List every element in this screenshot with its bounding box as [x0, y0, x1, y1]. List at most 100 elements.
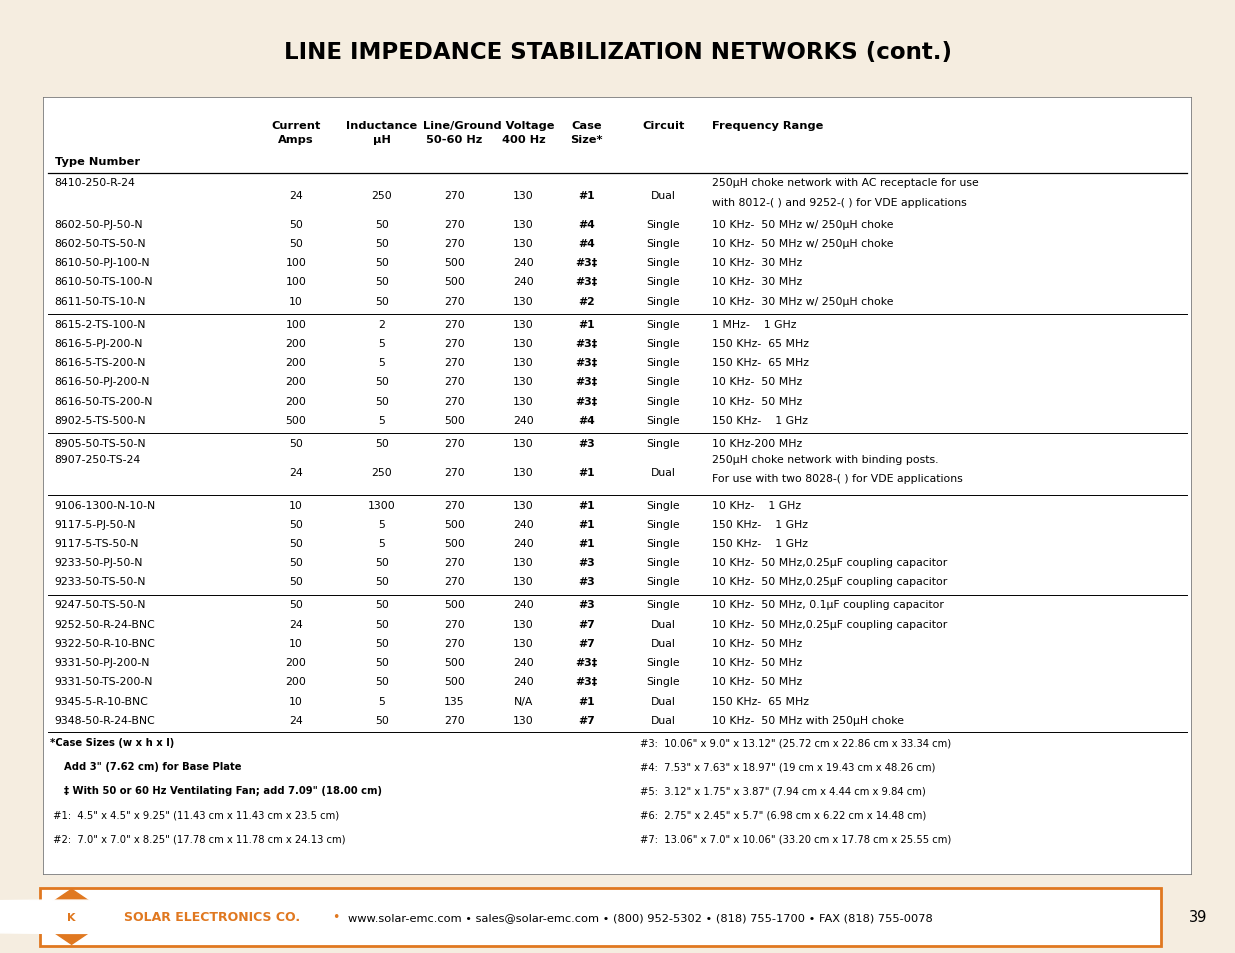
Text: Single: Single — [647, 239, 680, 249]
Text: 200: 200 — [285, 396, 306, 406]
Text: 24: 24 — [289, 619, 303, 629]
Text: 130: 130 — [513, 558, 534, 568]
Text: 24: 24 — [289, 191, 303, 201]
Text: Dual: Dual — [651, 696, 676, 706]
Text: #1:  4.5" x 4.5" x 9.25" (11.43 cm x 11.43 cm x 23.5 cm): #1: 4.5" x 4.5" x 9.25" (11.43 cm x 11.4… — [51, 810, 340, 820]
Text: Single: Single — [647, 519, 680, 529]
Text: 130: 130 — [513, 577, 534, 587]
Text: 130: 130 — [513, 467, 534, 477]
Text: 50: 50 — [375, 658, 389, 667]
Text: 100: 100 — [285, 277, 306, 287]
Text: 50: 50 — [375, 296, 389, 306]
Text: 8615-2-TS-100-N: 8615-2-TS-100-N — [54, 319, 146, 330]
Text: 130: 130 — [513, 296, 534, 306]
Text: 150 KHz-    1 GHz: 150 KHz- 1 GHz — [711, 538, 808, 548]
Text: #3‡: #3‡ — [576, 338, 598, 349]
Text: 50: 50 — [289, 519, 303, 529]
Text: Single: Single — [647, 558, 680, 568]
Text: 9117-5-TS-50-N: 9117-5-TS-50-N — [54, 538, 140, 548]
Text: 10 KHz-  50 MHz w/ 250μH choke: 10 KHz- 50 MHz w/ 250μH choke — [711, 219, 893, 230]
Text: 500: 500 — [443, 258, 464, 268]
Text: 5: 5 — [379, 519, 385, 529]
Text: 5: 5 — [379, 338, 385, 349]
Text: 8907-250-TS-24: 8907-250-TS-24 — [54, 455, 141, 465]
Text: #3: #3 — [578, 558, 595, 568]
Text: Amps: Amps — [278, 134, 314, 145]
Text: 10 KHz-  50 MHz: 10 KHz- 50 MHz — [711, 677, 802, 686]
Text: 130: 130 — [513, 219, 534, 230]
Text: 50-60 Hz: 50-60 Hz — [426, 134, 483, 145]
Text: Single: Single — [647, 319, 680, 330]
Text: #4:  7.53" x 7.63" x 18.97" (19 cm x 19.43 cm x 48.26 cm): #4: 7.53" x 7.63" x 18.97" (19 cm x 19.4… — [641, 761, 936, 771]
Text: Dual: Dual — [651, 467, 676, 477]
Text: Dual: Dual — [651, 715, 676, 725]
Text: 130: 130 — [513, 338, 534, 349]
Text: #7: #7 — [578, 619, 595, 629]
Text: 50: 50 — [289, 219, 303, 230]
Text: 100: 100 — [285, 258, 306, 268]
Text: #3‡: #3‡ — [576, 357, 598, 368]
Text: 50: 50 — [289, 577, 303, 587]
Text: 8410-250-R-24: 8410-250-R-24 — [54, 178, 136, 188]
Text: 200: 200 — [285, 338, 306, 349]
Text: 10 KHz-  50 MHz,0.25μF coupling capacitor: 10 KHz- 50 MHz,0.25μF coupling capacitor — [711, 577, 947, 587]
Text: 150 KHz-  65 MHz: 150 KHz- 65 MHz — [711, 338, 809, 349]
Text: 250μH choke network with binding posts.: 250μH choke network with binding posts. — [711, 455, 939, 465]
Text: 130: 130 — [513, 715, 534, 725]
Text: 5: 5 — [379, 696, 385, 706]
Text: 50: 50 — [375, 577, 389, 587]
Text: Single: Single — [647, 500, 680, 510]
Text: 39: 39 — [1189, 909, 1208, 924]
Text: 9247-50-TS-50-N: 9247-50-TS-50-N — [54, 599, 146, 610]
Text: 130: 130 — [513, 191, 534, 201]
Text: 9106-1300-N-10-N: 9106-1300-N-10-N — [54, 500, 156, 510]
Text: 270: 270 — [445, 191, 464, 201]
Text: 130: 130 — [513, 357, 534, 368]
Text: 50: 50 — [289, 599, 303, 610]
Text: Single: Single — [647, 258, 680, 268]
Text: 270: 270 — [445, 219, 464, 230]
Text: #7: #7 — [578, 715, 595, 725]
Text: #1: #1 — [578, 467, 595, 477]
Text: 50: 50 — [375, 396, 389, 406]
Text: 270: 270 — [445, 239, 464, 249]
Text: For use with two 8028-( ) for VDE applications: For use with two 8028-( ) for VDE applic… — [711, 474, 962, 484]
Text: 500: 500 — [443, 416, 464, 425]
Text: 9348-50-R-24-BNC: 9348-50-R-24-BNC — [54, 715, 156, 725]
Text: 150 KHz-    1 GHz: 150 KHz- 1 GHz — [711, 416, 808, 425]
Text: 5: 5 — [379, 416, 385, 425]
Text: 200: 200 — [285, 658, 306, 667]
Text: #2: #2 — [578, 296, 595, 306]
Text: N/A: N/A — [514, 696, 534, 706]
Text: 5: 5 — [379, 357, 385, 368]
Text: 10 KHz-  50 MHz: 10 KHz- 50 MHz — [711, 639, 802, 648]
Text: #1: #1 — [578, 519, 595, 529]
Text: 270: 270 — [445, 338, 464, 349]
Text: #5:  3.12" x 1.75" x 3.87" (7.94 cm x 4.44 cm x 9.84 cm): #5: 3.12" x 1.75" x 3.87" (7.94 cm x 4.4… — [641, 785, 926, 796]
Text: 250: 250 — [372, 467, 393, 477]
Text: #3‡: #3‡ — [576, 658, 598, 667]
Text: 50: 50 — [289, 239, 303, 249]
Text: 50: 50 — [375, 677, 389, 686]
Text: 240: 240 — [513, 277, 534, 287]
Text: with 8012-( ) and 9252-( ) for VDE applications: with 8012-( ) and 9252-( ) for VDE appli… — [711, 197, 967, 208]
Text: 8616-50-TS-200-N: 8616-50-TS-200-N — [54, 396, 153, 406]
Text: #3‡: #3‡ — [576, 277, 598, 287]
Text: #2:  7.0" x 7.0" x 8.25" (17.78 cm x 11.78 cm x 24.13 cm): #2: 7.0" x 7.0" x 8.25" (17.78 cm x 11.7… — [51, 834, 346, 843]
Text: 130: 130 — [513, 377, 534, 387]
Text: 500: 500 — [443, 538, 464, 548]
Text: Single: Single — [647, 438, 680, 449]
Text: #3:  10.06" x 9.0" x 13.12" (25.72 cm x 22.86 cm x 33.34 cm): #3: 10.06" x 9.0" x 13.12" (25.72 cm x 2… — [641, 738, 952, 747]
Text: 5: 5 — [379, 538, 385, 548]
Text: Dual: Dual — [651, 639, 676, 648]
Text: 9331-50-PJ-200-N: 9331-50-PJ-200-N — [54, 658, 151, 667]
Text: 240: 240 — [513, 538, 534, 548]
Text: 9322-50-R-10-BNC: 9322-50-R-10-BNC — [54, 639, 156, 648]
Text: 500: 500 — [285, 416, 306, 425]
Text: Add 3" (7.62 cm) for Base Plate: Add 3" (7.62 cm) for Base Plate — [51, 761, 242, 771]
Text: 8610-50-TS-100-N: 8610-50-TS-100-N — [54, 277, 153, 287]
Text: Single: Single — [647, 219, 680, 230]
Text: 9331-50-TS-200-N: 9331-50-TS-200-N — [54, 677, 153, 686]
Text: 10 KHz-  50 MHz w/ 250μH choke: 10 KHz- 50 MHz w/ 250μH choke — [711, 239, 893, 249]
Text: 270: 270 — [445, 500, 464, 510]
